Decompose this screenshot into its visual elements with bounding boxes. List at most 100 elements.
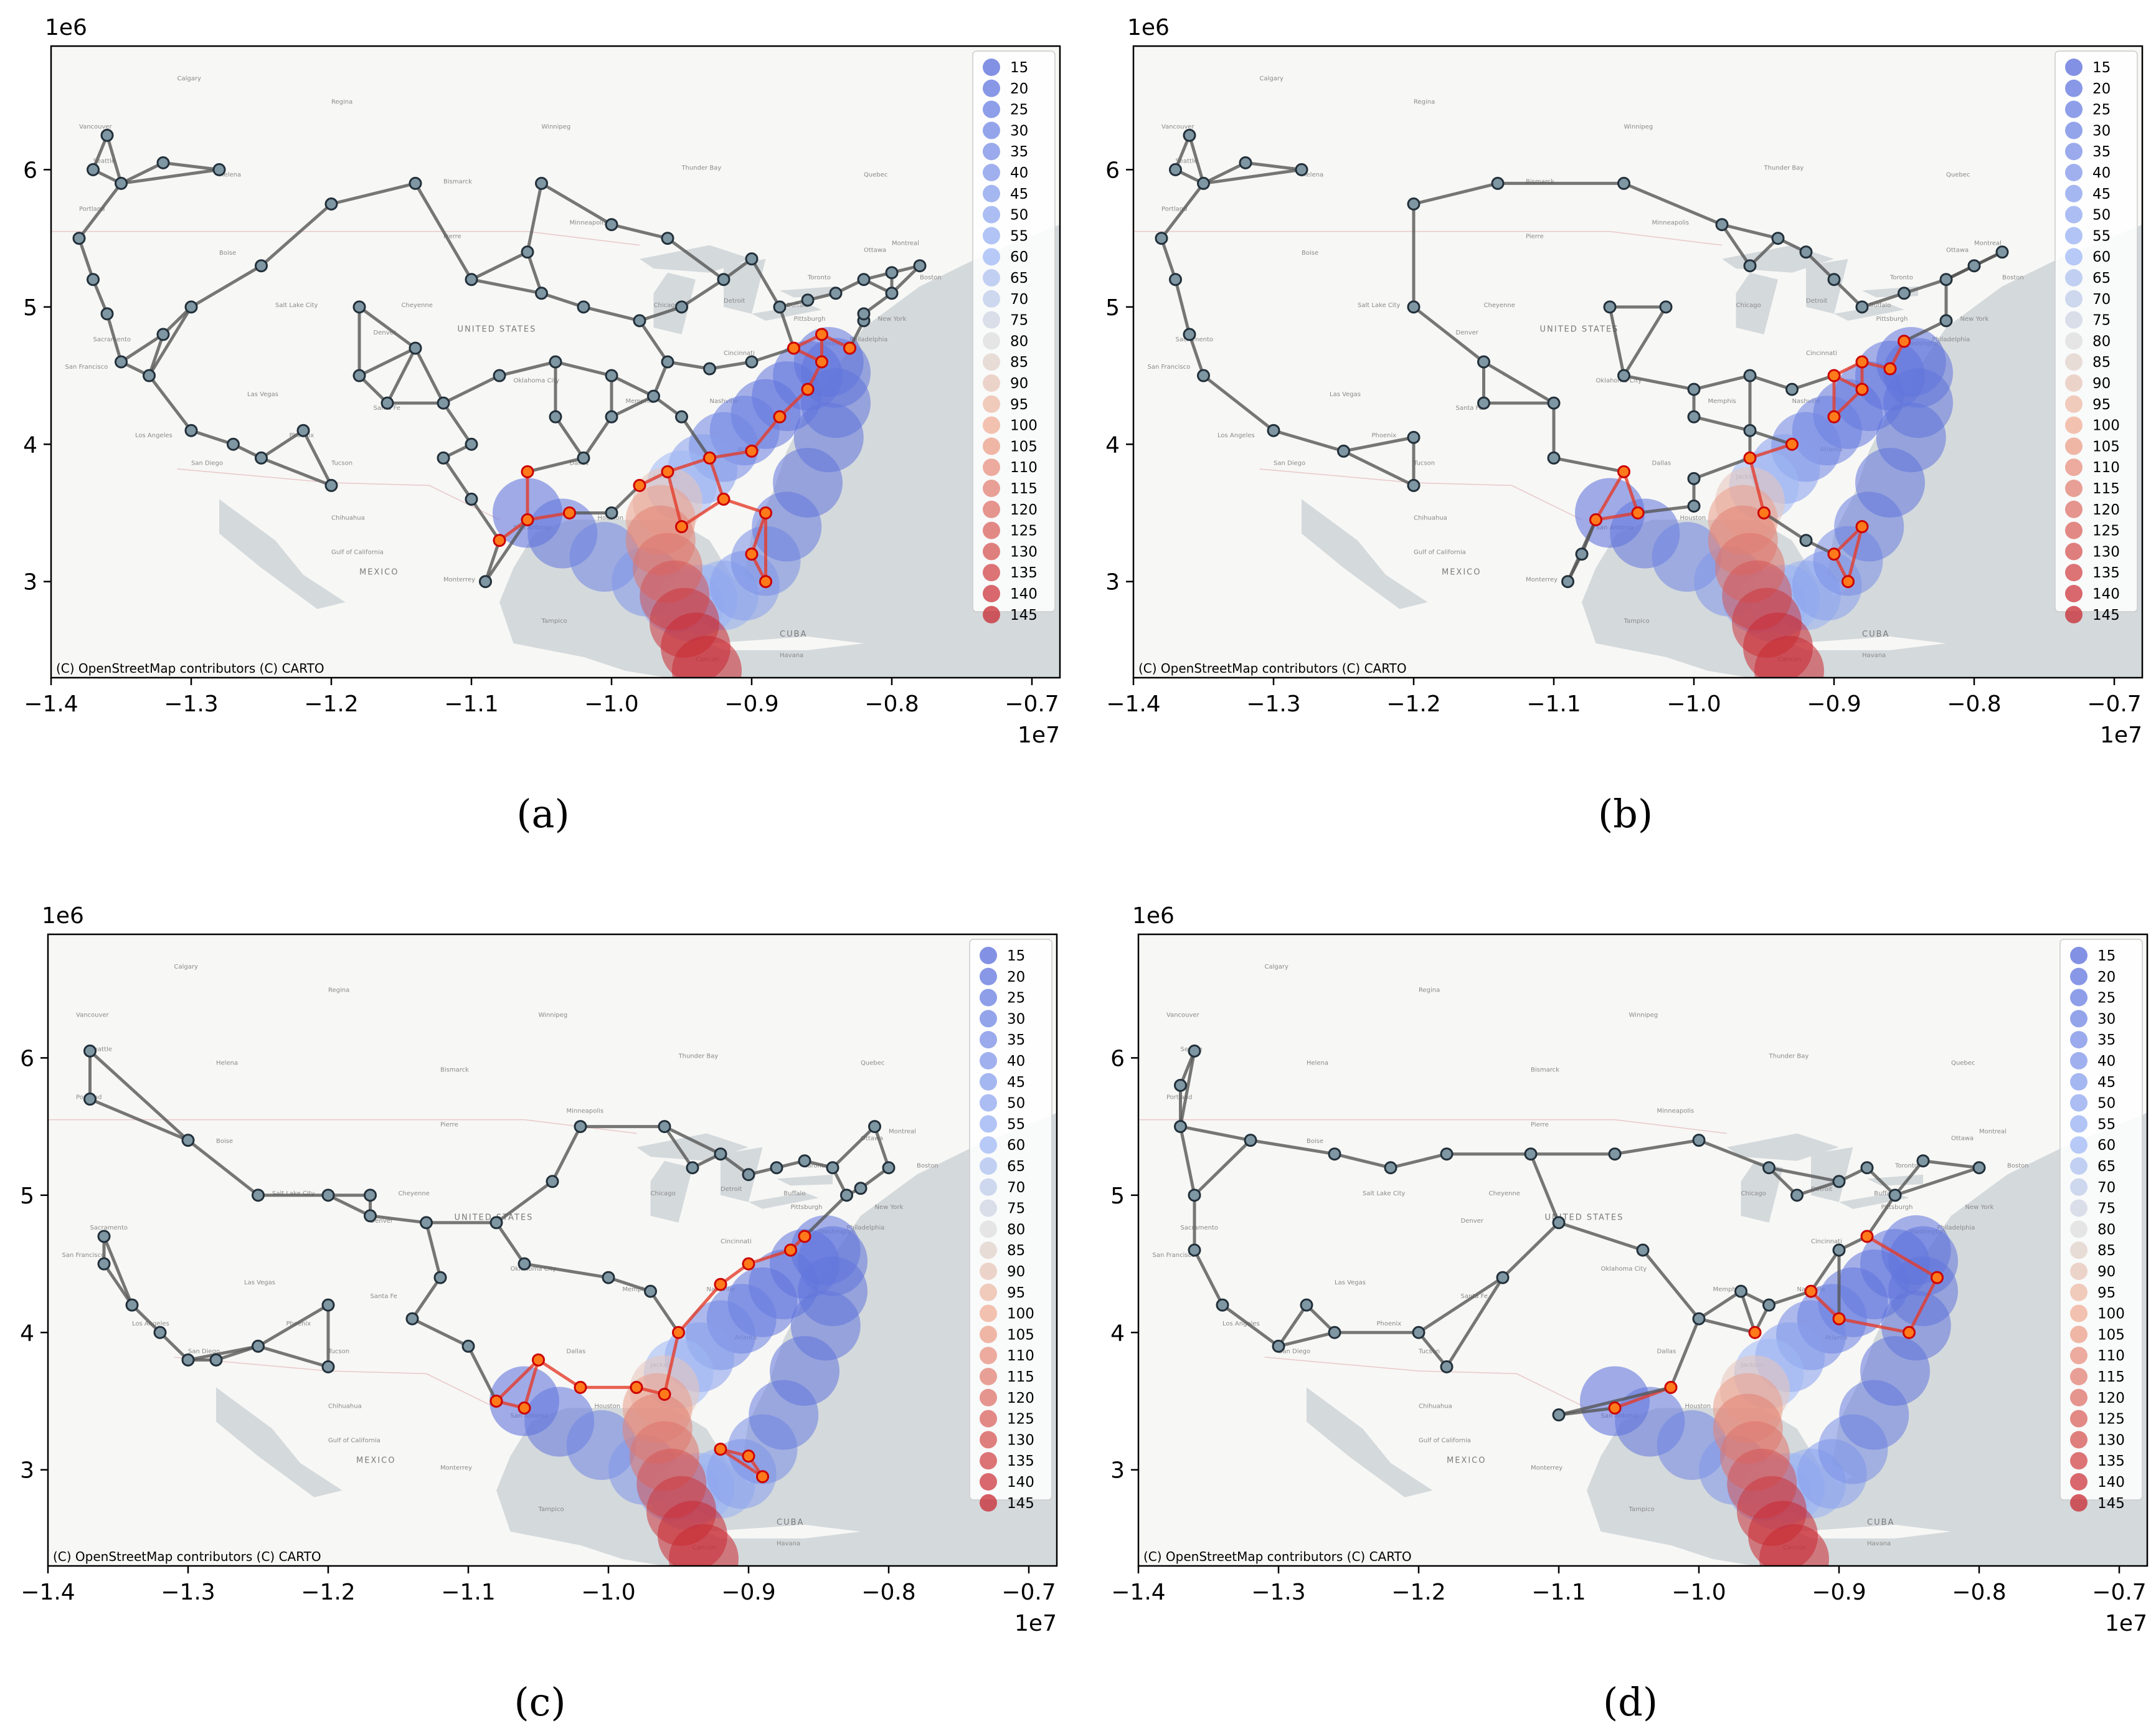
x-tick-label: −0.7 <box>1005 691 1059 717</box>
place-label: Gulf of California <box>331 549 384 556</box>
network-node <box>1239 156 1252 169</box>
place-label: New York <box>1965 1204 1994 1211</box>
place-label: Tucson <box>331 460 352 467</box>
network-node <box>184 424 198 437</box>
network-node <box>1216 1298 1229 1312</box>
place-label: San Francisco <box>65 364 108 371</box>
x-tick-label: −1.2 <box>304 691 358 717</box>
network-node <box>465 273 478 287</box>
legend-entry-label: 110 <box>2092 460 2120 476</box>
axes-frame <box>47 933 1058 1567</box>
network-edge <box>1894 1160 1924 1197</box>
place-label: Monterrey <box>1531 1465 1563 1472</box>
network-edge <box>1698 1317 1756 1334</box>
network-edge <box>499 360 556 377</box>
affected-network-node <box>714 1278 727 1291</box>
network-node <box>227 437 240 451</box>
gulf-of-california <box>1302 499 1428 609</box>
network-edge <box>105 135 123 184</box>
legend-marker <box>2065 500 2083 518</box>
cuba-island <box>1792 636 1946 650</box>
place-label: Monterrey <box>440 1465 472 1472</box>
legend-entry-label: 70 <box>2092 292 2111 308</box>
legend-entry-label: 35 <box>2092 144 2111 160</box>
network-edge <box>873 1126 891 1169</box>
network-node <box>745 355 759 369</box>
hurricane-track-marker <box>1754 635 1824 678</box>
y-tick-label: 4 <box>23 432 37 458</box>
network-node <box>1174 1120 1187 1134</box>
network-node <box>577 300 590 314</box>
place-label: Detroit <box>724 298 745 305</box>
network-edge <box>163 161 220 171</box>
network-node <box>1547 396 1561 410</box>
x-tick-label: −1.1 <box>1531 1580 1586 1605</box>
network-edge <box>608 1276 651 1293</box>
legend-marker <box>2070 1410 2087 1428</box>
network-node <box>1687 382 1701 396</box>
map-attribution: (C) OpenStreetMap contributors (C) CARTO <box>53 1549 321 1564</box>
network-edge <box>1693 374 1751 391</box>
legend-entry-label: 55 <box>2097 1116 2116 1132</box>
network-node <box>1169 163 1182 176</box>
network-node <box>1743 259 1757 273</box>
network-node <box>1659 300 1673 314</box>
network-edge <box>663 1125 722 1155</box>
legend-entry-label: 45 <box>1007 1074 1025 1091</box>
network-edge <box>77 237 95 280</box>
place-label: Dallas <box>570 460 589 467</box>
x-tick-label: −1.1 <box>444 691 498 717</box>
place-label: Bismarck <box>443 178 472 185</box>
land-shape <box>48 934 1057 1566</box>
legend-marker <box>983 374 1000 392</box>
great-lake <box>777 1174 833 1186</box>
place-label: San Diego <box>191 460 223 467</box>
legend-entry-label: 20 <box>2097 969 2116 985</box>
affected-network-node <box>1931 1271 1944 1284</box>
network-edge <box>260 202 333 267</box>
legend-marker <box>980 967 997 985</box>
network-edge <box>681 278 725 308</box>
legend-marker <box>980 1431 997 1449</box>
network-node <box>840 1188 853 1202</box>
legend-entry-label: 15 <box>1010 60 1028 76</box>
network-edge <box>1637 504 1695 514</box>
place-label: Chihuahua <box>1419 1403 1452 1410</box>
network-node <box>1440 1360 1454 1373</box>
place-label: Pierre <box>443 234 461 240</box>
place-label: Boston <box>2002 275 2024 282</box>
legend: 15 20 25 30 35 40 45 50 55 60 65 70 75 80 85 90 95 100 105… <box>969 939 1052 1512</box>
legend-marker <box>2065 458 2083 477</box>
legend-marker <box>2065 164 2083 181</box>
country-label: MEXICO <box>359 568 399 577</box>
legend-entry-label: 90 <box>1007 1264 1025 1280</box>
network-edge <box>1334 1152 1391 1170</box>
affected-network-node <box>759 506 772 519</box>
network-node <box>1440 1147 1454 1161</box>
network-edge <box>120 161 164 185</box>
legend-marker <box>2070 967 2087 985</box>
place-label: Seattle <box>1176 158 1198 164</box>
place-label: New York <box>1960 316 1989 323</box>
great-lake <box>780 286 836 298</box>
map-attribution: (C) OpenStreetMap contributors (C) CARTO <box>1143 1549 1412 1564</box>
network-node <box>1328 1147 1341 1161</box>
legend-marker <box>983 227 1000 245</box>
legend-marker <box>980 1115 997 1133</box>
network-edge <box>370 1214 427 1225</box>
network-edge <box>1769 1166 1840 1183</box>
network-edge <box>301 430 333 486</box>
affected-network-node <box>1827 548 1841 561</box>
legend-entry-label: 95 <box>1007 1285 1025 1301</box>
network-node <box>1855 300 1869 314</box>
network-edge <box>677 1283 722 1334</box>
legend-marker <box>2070 1368 2087 1385</box>
network-edge <box>494 1221 526 1265</box>
land-shape <box>1133 46 2142 678</box>
network-edge <box>331 182 416 206</box>
legend-marker <box>2065 248 2083 266</box>
y-tick-label: 6 <box>1105 158 1120 183</box>
place-label: Boston <box>2007 1163 2029 1170</box>
affected-network-node <box>658 1387 671 1401</box>
place-label: Cheyenne <box>402 302 433 309</box>
